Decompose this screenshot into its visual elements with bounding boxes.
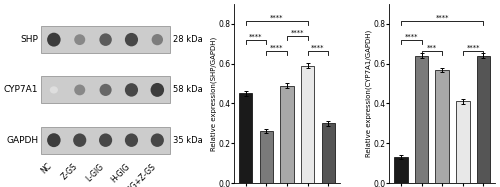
Text: ****: **** bbox=[436, 15, 449, 21]
Text: GAPDH: GAPDH bbox=[6, 136, 38, 145]
Text: ****: **** bbox=[290, 30, 304, 36]
Text: ****: **** bbox=[404, 34, 418, 40]
Ellipse shape bbox=[152, 34, 163, 45]
Text: 35 kDa: 35 kDa bbox=[173, 136, 203, 145]
Ellipse shape bbox=[125, 83, 138, 97]
Text: NC: NC bbox=[40, 162, 54, 176]
Ellipse shape bbox=[125, 33, 138, 46]
Bar bbox=[280, 85, 293, 183]
Bar bbox=[456, 102, 469, 183]
Y-axis label: Relative expression(CYP7A1/GAPDH): Relative expression(CYP7A1/GAPDH) bbox=[366, 30, 372, 157]
Text: H-GIG: H-GIG bbox=[109, 162, 132, 184]
Text: ****: **** bbox=[249, 34, 262, 40]
Bar bbox=[415, 56, 428, 183]
Ellipse shape bbox=[150, 83, 164, 97]
Text: CYP7A1: CYP7A1 bbox=[4, 85, 38, 94]
Ellipse shape bbox=[47, 33, 60, 47]
Text: ***: *** bbox=[427, 45, 437, 51]
Bar bbox=[322, 123, 335, 183]
Ellipse shape bbox=[100, 84, 112, 96]
Ellipse shape bbox=[99, 134, 112, 147]
Bar bbox=[394, 157, 407, 183]
Bar bbox=[41, 26, 170, 53]
Text: ****: **** bbox=[270, 45, 283, 51]
Text: ****: **** bbox=[466, 45, 480, 51]
Ellipse shape bbox=[100, 33, 112, 46]
Ellipse shape bbox=[150, 134, 164, 147]
Ellipse shape bbox=[74, 85, 85, 95]
Bar bbox=[436, 70, 449, 183]
Ellipse shape bbox=[50, 86, 58, 94]
Ellipse shape bbox=[73, 134, 86, 147]
Text: 28 kDa: 28 kDa bbox=[173, 35, 203, 44]
Bar bbox=[260, 131, 273, 183]
Bar bbox=[239, 94, 252, 183]
Text: Z-GS: Z-GS bbox=[60, 162, 80, 181]
Text: H-GIG+Z-GS: H-GIG+Z-GS bbox=[117, 162, 158, 187]
Bar bbox=[41, 76, 170, 103]
Bar bbox=[477, 56, 490, 183]
Text: ****: **** bbox=[311, 45, 324, 51]
Ellipse shape bbox=[47, 133, 60, 147]
Text: L-GIG: L-GIG bbox=[84, 162, 105, 183]
Ellipse shape bbox=[125, 134, 138, 147]
Ellipse shape bbox=[74, 34, 85, 45]
Text: ****: **** bbox=[270, 15, 283, 21]
Text: SHP: SHP bbox=[20, 35, 38, 44]
Text: 58 kDa: 58 kDa bbox=[173, 85, 203, 94]
Bar bbox=[301, 66, 314, 183]
Y-axis label: Relative expression(SHP/GAPDH): Relative expression(SHP/GAPDH) bbox=[210, 36, 217, 151]
Bar bbox=[41, 127, 170, 154]
